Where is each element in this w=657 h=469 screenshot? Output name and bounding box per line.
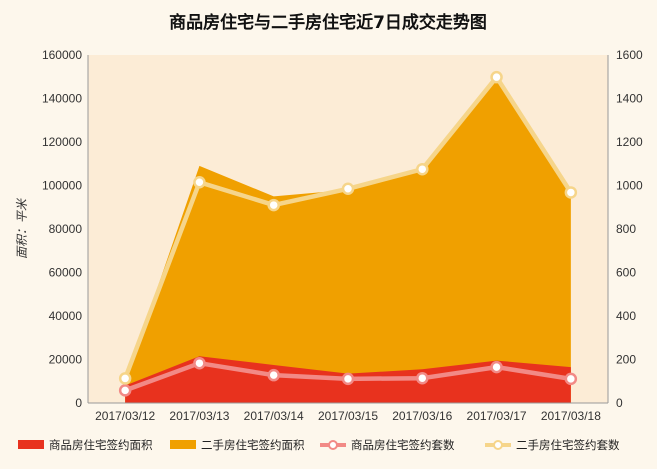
point-series-3-3: [341, 182, 355, 196]
y-tick-label-3: 60000: [49, 266, 83, 280]
x-tick-label-6: 2017/03/18: [541, 409, 601, 423]
legend-marker-2: [328, 440, 338, 450]
point-series-2-6: [564, 372, 578, 386]
y2-tick-label-1: 200: [616, 353, 636, 367]
chart-title: 商品房住宅与二手房住宅近7日成交走势图: [169, 12, 487, 33]
point-series-3-0: [118, 372, 132, 385]
legend: 商品房住宅签约面积 二手房住宅签约面积 商品房住宅签约套数 二手房住宅签约套数: [18, 438, 620, 452]
plot-area: [88, 55, 608, 404]
x-tick-label-3: 2017/03/15: [318, 409, 378, 423]
legend-item-1: 二手房住宅签约面积: [170, 438, 305, 452]
y-axis-label: 面积：平米: [15, 197, 29, 259]
y-tick-label-2: 40000: [49, 309, 83, 323]
legend-swatch-0: [18, 440, 44, 449]
legend-label-0: 商品房住宅签约面积: [49, 438, 153, 452]
y2-tick-label-8: 1600: [616, 48, 643, 62]
y2-tick-label-2: 400: [616, 309, 636, 323]
point-series-2-0: [118, 384, 132, 397]
y-tick-label-1: 20000: [49, 353, 83, 367]
legend-label-3: 二手房住宅签约套数: [516, 438, 620, 452]
legend-item-0: 商品房住宅签约面积: [18, 438, 153, 452]
legend-marker-3: [493, 440, 503, 450]
x-tick-label-5: 2017/03/17: [467, 409, 527, 423]
point-series-3-5: [490, 70, 503, 84]
point-series-2-2: [267, 368, 280, 382]
y-tick-label-7: 140000: [42, 92, 82, 106]
y-tick-label-8: 160000: [42, 48, 82, 62]
x-tick-label-4: 2017/03/16: [392, 409, 452, 423]
point-series-3-6: [564, 186, 578, 199]
area-series-1: [125, 78, 571, 404]
point-series-2-4: [416, 371, 429, 385]
legend-item-3: 二手房住宅签约套数: [485, 438, 620, 452]
point-series-2-5: [490, 360, 503, 374]
y2-tick-label-0: 0: [616, 396, 623, 410]
legend-item-2: 商品房住宅签约套数: [320, 438, 455, 452]
point-series-2-3: [341, 372, 355, 386]
y-tick-label-6: 120000: [42, 135, 82, 149]
y-tick-label-5: 100000: [42, 179, 82, 193]
legend-label-1: 二手房住宅签约面积: [201, 438, 305, 452]
point-series-3-2: [267, 198, 280, 212]
legend-swatch-1: [170, 440, 196, 449]
point-series-2-1: [193, 356, 206, 370]
point-series-3-1: [193, 175, 206, 189]
x-tick-label-0: 2017/03/12: [95, 409, 155, 423]
y2-tick-label-3: 600: [616, 266, 636, 280]
x-tick-label-1: 2017/03/13: [169, 409, 229, 423]
y2-tick-label-4: 800: [616, 222, 636, 236]
axes: 0 20000 40000 60000 80000 100000 120000 140000 1…: [42, 48, 643, 423]
legend-label-2: 商品房住宅签约套数: [351, 438, 455, 452]
y2-tick-label-5: 1000: [616, 179, 643, 193]
point-series-3-4: [416, 162, 429, 176]
y2-tick-label-6: 1200: [616, 135, 643, 149]
x-tick-label-2: 2017/03/14: [244, 409, 304, 423]
y-tick-label-0: 0: [75, 396, 82, 410]
y-tick-label-4: 80000: [49, 222, 83, 236]
y2-tick-label-7: 1400: [616, 92, 643, 106]
